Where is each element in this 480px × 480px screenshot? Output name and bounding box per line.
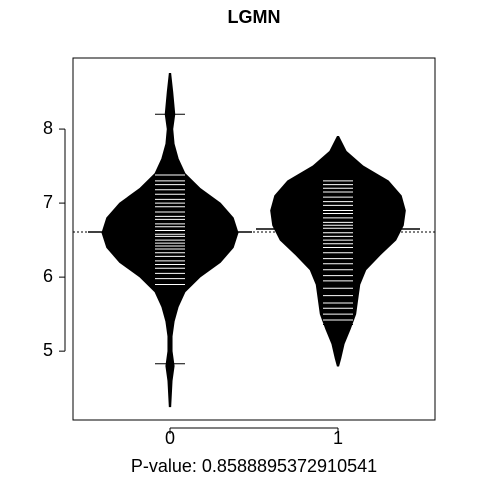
bean	[270, 135, 406, 367]
x-axis-label: P-value: 0.8588895372910541	[131, 456, 377, 476]
x-tick-label: 1	[333, 428, 343, 448]
y-tick-label: 8	[43, 118, 53, 138]
y-tick-label: 6	[43, 266, 53, 286]
y-tick-label: 7	[43, 192, 53, 212]
chart-title: LGMN	[228, 7, 281, 27]
x-tick-label: 0	[165, 428, 175, 448]
y-tick-label: 5	[43, 340, 53, 360]
plot-frame	[72, 57, 436, 421]
